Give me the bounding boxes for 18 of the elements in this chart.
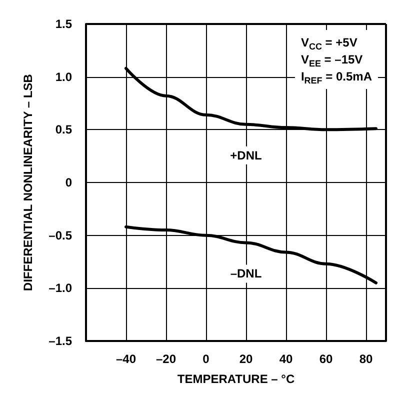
series-label: –DNL	[230, 266, 262, 281]
y-tick-label: –1.5	[48, 334, 72, 348]
y-tick-label: 0.5	[55, 122, 72, 137]
x-tick-label: –20	[156, 352, 176, 366]
x-tick-label: 80	[359, 352, 373, 366]
x-tick-label: –40	[116, 352, 136, 366]
series-label: +DNL	[230, 148, 262, 162]
y-tick-label: –0.5	[48, 228, 72, 242]
x-tick-label: 0	[202, 352, 210, 366]
x-tick-label: 60	[319, 352, 333, 366]
y-tick-label: 1.5	[55, 17, 72, 31]
y-axis-title: DIFFERENTIAL NONLINEARITY – LSB	[21, 74, 35, 291]
x-axis-title: TEMPERATURE – °C	[177, 372, 295, 386]
x-tick-label: 40	[279, 352, 293, 366]
y-tick-label: 1.0	[55, 70, 72, 84]
y-tick-label: –1.0	[48, 281, 72, 296]
x-tick-label: 20	[239, 352, 253, 366]
y-tick-label: 0	[65, 176, 72, 190]
